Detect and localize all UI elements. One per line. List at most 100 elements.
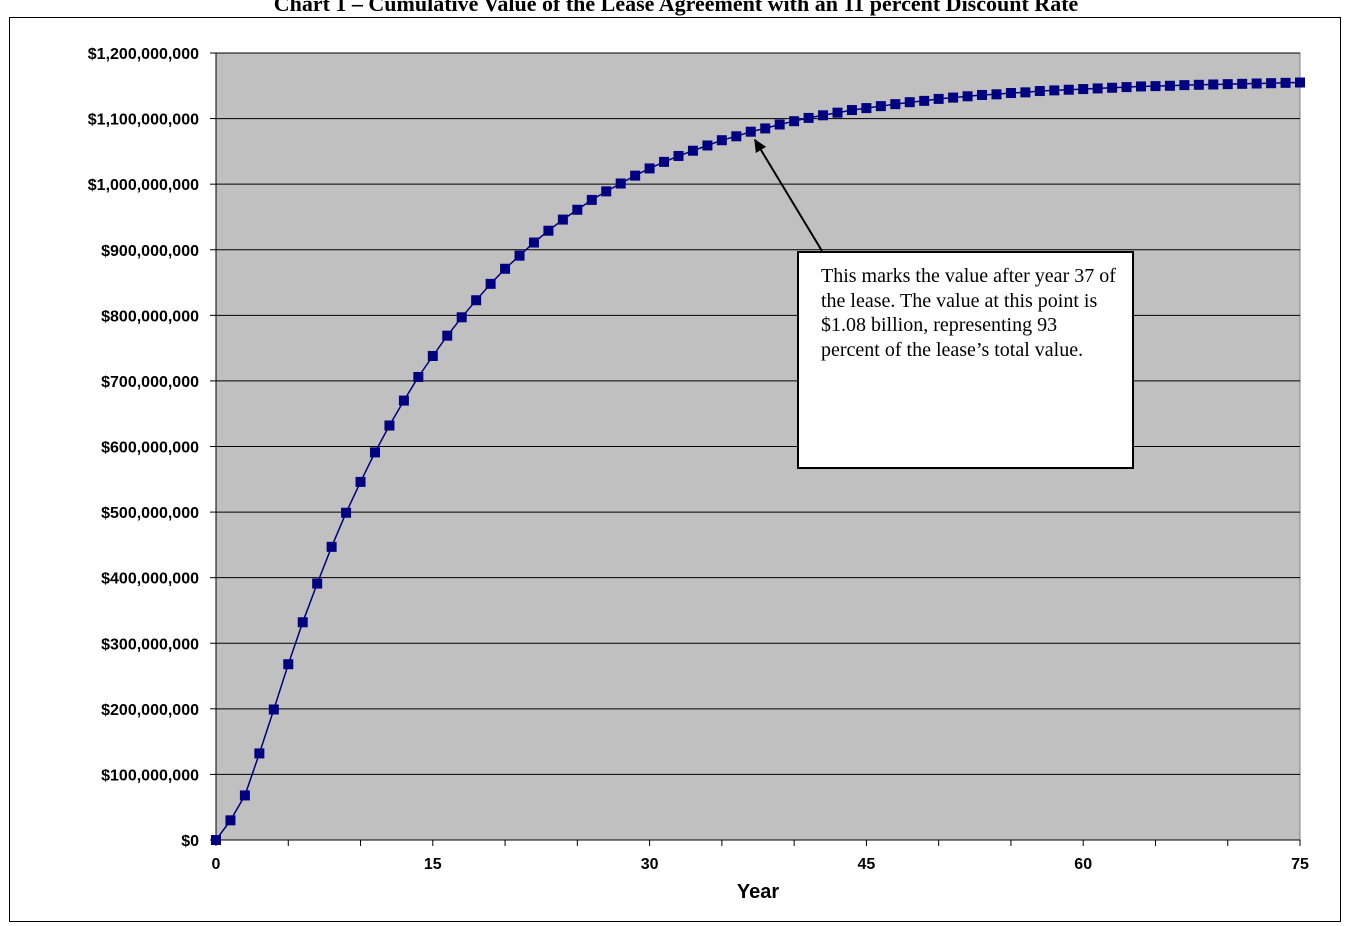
gridlines (216, 52, 1300, 775)
x-tick-label: 15 (424, 856, 442, 873)
data-point (745, 126, 756, 137)
data-point (369, 447, 380, 458)
data-point (890, 99, 901, 110)
y-tick-label: $1,100,000,000 (88, 112, 199, 129)
data-point (485, 278, 496, 289)
data-point (803, 112, 814, 123)
data-point (586, 194, 597, 205)
series-cumulative-value (211, 77, 1305, 845)
data-point (875, 101, 886, 112)
data-point (789, 116, 800, 127)
data-point (601, 186, 612, 197)
data-point (933, 93, 944, 104)
data-point (644, 163, 655, 174)
data-point (326, 541, 337, 552)
data-point (1150, 81, 1161, 92)
data-point (456, 312, 467, 323)
data-point (1107, 82, 1118, 93)
x-axis-tick-labels: 0 15 30 45 60 75 (212, 856, 1309, 873)
y-tick-label: $700,000,000 (101, 374, 199, 391)
data-point (427, 350, 438, 361)
y-tick-label: $0 (181, 833, 199, 850)
data-point (615, 178, 626, 189)
data-point (384, 420, 395, 431)
data-point (1020, 87, 1031, 98)
data-point (225, 815, 236, 826)
data-point (355, 476, 366, 487)
y-tick-label: $900,000,000 (101, 243, 199, 260)
data-point (1063, 84, 1074, 95)
data-point (832, 107, 843, 118)
y-tick-label: $100,000,000 (101, 767, 199, 784)
data-point (1049, 85, 1060, 96)
data-point (398, 395, 409, 406)
data-point (211, 835, 221, 845)
x-tick-label: 45 (858, 856, 876, 873)
data-point (919, 95, 930, 106)
data-point (861, 103, 872, 114)
data-point (1164, 80, 1175, 91)
annotation-callout: This marks the value after year 37 of th… (797, 251, 1134, 469)
x-tick-label: 30 (641, 856, 659, 873)
y-tick-label: $600,000,000 (101, 440, 199, 457)
data-point (1005, 88, 1016, 99)
data-point (1078, 84, 1089, 95)
data-point (904, 97, 915, 108)
chart-frame (9, 17, 1341, 922)
data-point (991, 89, 1002, 100)
data-point (1251, 78, 1262, 89)
data-point (557, 214, 568, 225)
axes (210, 52, 1301, 846)
data-point (716, 135, 727, 146)
data-point (254, 748, 265, 759)
data-point (268, 704, 279, 715)
data-point (442, 330, 453, 341)
data-point (1136, 81, 1147, 92)
data-point (413, 371, 424, 382)
data-point (818, 110, 829, 121)
y-axis-tick-labels: $0 $100,000,000 $200,000,000 $300,000,000 $4… (88, 46, 199, 850)
y-tick-label: $1,200,000,000 (88, 46, 199, 63)
data-point (528, 237, 539, 248)
data-point (948, 92, 959, 103)
annotation-arrow (753, 138, 823, 252)
data-point (1266, 78, 1277, 89)
x-tick-label: 60 (1074, 856, 1092, 873)
data-point (687, 145, 698, 156)
data-point (846, 105, 857, 116)
data-point (471, 295, 482, 306)
data-point (1222, 79, 1233, 90)
x-tick-label: 75 (1291, 856, 1309, 873)
data-point (1121, 82, 1132, 93)
data-point (514, 250, 525, 261)
data-point (731, 131, 742, 142)
y-tick-label: $400,000,000 (101, 571, 199, 588)
data-point (543, 225, 554, 236)
data-point (1280, 77, 1291, 88)
data-point (1092, 83, 1103, 94)
data-point (1179, 80, 1190, 91)
data-point (297, 617, 308, 628)
x-tick-label: 0 (212, 856, 221, 873)
data-point (659, 156, 670, 167)
data-point (1237, 78, 1248, 89)
y-tick-label: $300,000,000 (101, 636, 199, 653)
series-line (215, 81, 1301, 841)
data-point (962, 91, 973, 102)
data-point (760, 123, 771, 134)
data-point (341, 507, 352, 518)
chart-title: Chart 1 – Cumulative Value of the Lease … (273, 0, 1079, 16)
x-axis-title: Year (737, 881, 779, 903)
data-point (500, 263, 511, 274)
data-point (702, 140, 713, 151)
data-point (239, 790, 250, 801)
data-point (774, 119, 785, 130)
data-point (1295, 77, 1305, 88)
data-point (673, 150, 684, 161)
data-point (572, 204, 583, 215)
y-tick-label: $1,000,000,000 (88, 177, 199, 194)
y-tick-label: $500,000,000 (101, 505, 199, 522)
data-point (630, 170, 641, 181)
y-tick-label: $200,000,000 (101, 702, 199, 719)
